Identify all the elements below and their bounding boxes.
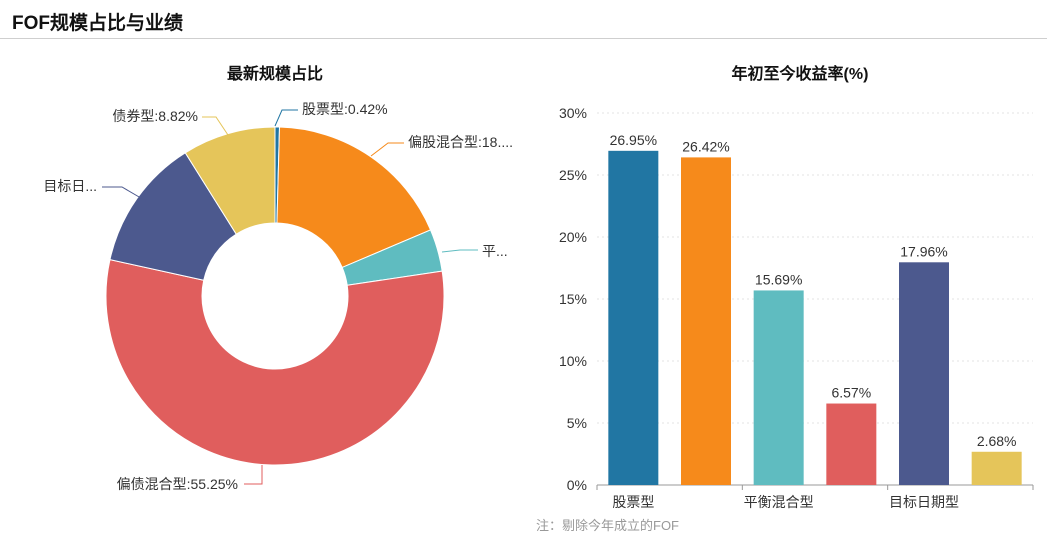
pie-label-line [274, 109, 298, 127]
pie-slice-label: 偏股混合型:18.... [408, 134, 513, 150]
y-tick-label: 5% [567, 415, 587, 431]
header-bar: FOF规模占比与业绩 [0, 0, 1047, 39]
pie-label-line [244, 465, 263, 485]
pie-chart-title: 最新规模占比 [226, 66, 323, 83]
pie-label-line [202, 116, 229, 136]
page-title: FOF规模占比与业绩 [12, 13, 183, 34]
y-tick-label: 20% [559, 229, 587, 245]
bar [608, 150, 659, 485]
bar-value-label: 17.96% [900, 243, 947, 259]
pie-label-line [441, 249, 478, 253]
pie-slice-label: 股票型:0.42% [302, 101, 388, 117]
bar [826, 403, 877, 485]
pie-slice [184, 126, 276, 235]
bar-value-label: 26.42% [682, 138, 729, 154]
y-tick-label: 30% [559, 105, 587, 121]
pie-slice-label: 目标日... [43, 178, 97, 194]
pie-slice [105, 259, 445, 466]
bar [899, 262, 949, 485]
x-tick-label: 股票型 [612, 494, 654, 510]
bar [681, 157, 731, 485]
x-tick-label: 平衡混合型 [744, 494, 814, 510]
pie-slice-label: 平... [482, 243, 508, 259]
y-tick-label: 15% [559, 291, 587, 307]
footnote: 注：剔除今年成立的FOF [536, 518, 679, 533]
x-tick-label: 目标日期型 [889, 494, 959, 510]
pie-slice [276, 126, 432, 269]
y-tick-label: 10% [559, 353, 587, 369]
bar-chart-title: 年初至今收益率(%) [731, 66, 869, 83]
bar-value-label: 6.57% [831, 385, 871, 401]
pie-label-line [370, 142, 404, 157]
bar-value-label: 15.69% [755, 271, 802, 287]
pie-label-line [102, 186, 147, 202]
bar [753, 290, 804, 485]
y-tick-label: 0% [567, 477, 587, 493]
pie-slice-label: 债券型:8.82% [112, 108, 198, 124]
bar [971, 451, 1022, 485]
y-tick-label: 25% [559, 167, 587, 183]
bar-value-label: 2.68% [977, 433, 1017, 449]
pie-chart: 股票型:0.42% 偏股混合型:18.... 平... 偏债混合型:55.25% 目标日… [43, 101, 513, 492]
bar-value-label: 26.95% [610, 132, 657, 148]
pie-slice-label: 偏债混合型:55.25% [117, 476, 238, 492]
